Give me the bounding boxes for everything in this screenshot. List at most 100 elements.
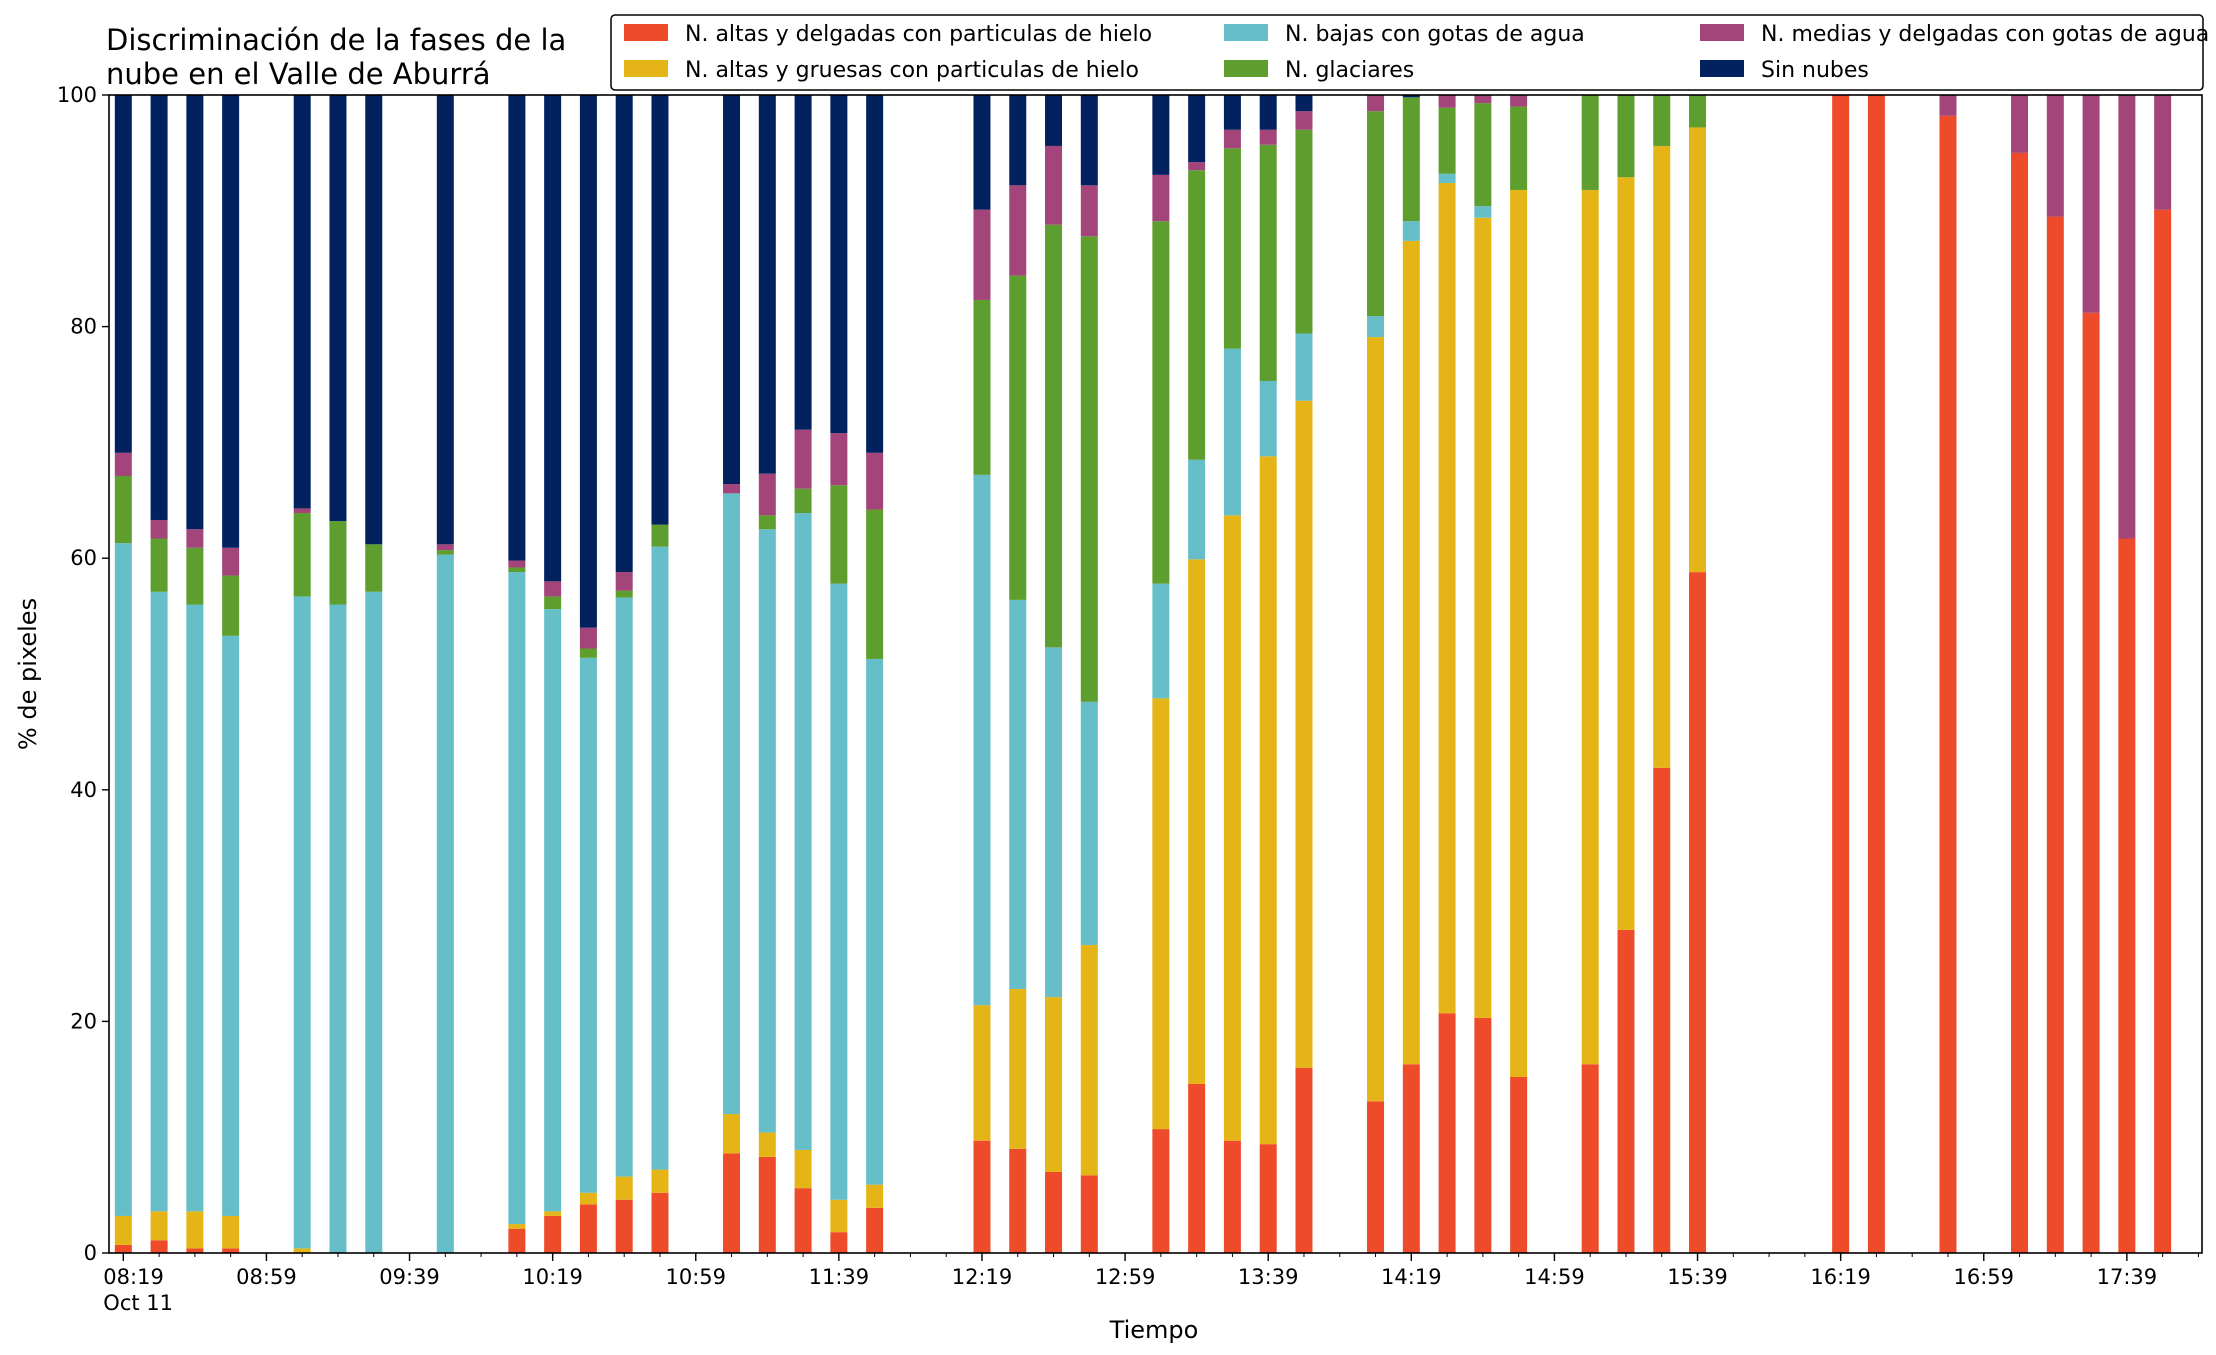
bar-segment: [1223, 1140, 1241, 1253]
bar-segment: [973, 1005, 991, 1141]
bar-segment: [579, 648, 597, 658]
bar-segment: [222, 1215, 240, 1249]
bar-segment: [1152, 174, 1170, 222]
bar-segment: [1689, 95, 1707, 128]
legend-swatch: [1700, 60, 1744, 77]
bar-segment: [758, 473, 776, 516]
bar-segment: [1152, 583, 1170, 699]
bar-segment: [508, 1224, 526, 1229]
bar-segment: [1045, 145, 1063, 225]
bar-segment: [723, 484, 741, 494]
bar-segment: [329, 95, 347, 522]
legend-label: N. altas y gruesas con particulas de hie…: [685, 58, 1139, 83]
bar-segment: [1295, 400, 1313, 1068]
bar-segment: [1653, 145, 1671, 768]
legend-label: N. bajas con gotas de agua: [1285, 22, 1585, 47]
bar-segment: [579, 95, 597, 628]
bar-segment: [830, 95, 848, 434]
bar-segment: [2082, 95, 2100, 313]
bar-segment: [1438, 173, 1456, 183]
x-tick-label: 11:39: [809, 1265, 870, 1289]
bar-segment: [723, 493, 741, 1115]
bar-segment: [1295, 129, 1313, 334]
bar-segment: [1402, 1064, 1420, 1253]
x-tick-label: 17:39: [2097, 1265, 2158, 1289]
y-tick-label: 40: [70, 778, 97, 802]
bar-segment: [544, 95, 562, 582]
bar-segment: [150, 591, 168, 1212]
bar-segment: [651, 546, 669, 1170]
bar-segment: [973, 209, 991, 300]
bar-segment: [866, 95, 884, 453]
bar-segment: [1474, 1017, 1492, 1253]
bar-segment: [1510, 1076, 1528, 1253]
bar-segment: [1009, 988, 1027, 1149]
x-tick-label: 08:59: [236, 1265, 297, 1289]
y-tick-label: 0: [84, 1241, 97, 1265]
legend-label: N. altas y delgadas con particulas de hi…: [685, 22, 1152, 47]
bar-segment: [1367, 95, 1385, 112]
bar-segment: [579, 657, 597, 1193]
bar-segment: [1009, 275, 1027, 600]
bar-segment: [758, 1156, 776, 1253]
bar-segment: [830, 433, 848, 486]
bar-segment: [1009, 1148, 1027, 1253]
bar-segment: [508, 567, 526, 573]
bar-segment: [1581, 1064, 1599, 1253]
bar-segment: [1080, 95, 1098, 186]
bar-segment: [544, 1211, 562, 1216]
bar-segment: [1653, 95, 1671, 146]
bar-segment: [1510, 189, 1528, 1077]
bar-segment: [114, 475, 132, 544]
bar-segment: [830, 1232, 848, 1253]
y-tick-label: 80: [70, 315, 97, 339]
bar-segment: [1617, 95, 1635, 178]
bar-segment: [1188, 95, 1206, 163]
bar-segment: [758, 95, 776, 474]
bar-segment: [1367, 316, 1385, 338]
bar-segment: [1295, 333, 1313, 401]
x-tick-label: 15:39: [1667, 1265, 1728, 1289]
bar-segment: [1832, 95, 1850, 1253]
chart-title-line-1: Discriminación de la fases de la: [106, 23, 566, 57]
plot-frame: [108, 94, 2203, 1254]
bar-segment: [1045, 1171, 1063, 1253]
bar-segment: [150, 1211, 168, 1241]
bar-segment: [1188, 1083, 1206, 1253]
bar-segment: [1689, 572, 1707, 1253]
bar-segment: [830, 485, 848, 584]
bar-segment: [293, 513, 311, 597]
bar-segment: [2046, 216, 2064, 1254]
bar-segment: [1080, 1175, 1098, 1253]
bar-segment: [508, 1228, 526, 1253]
bar-segment: [1259, 95, 1277, 130]
bar-segment: [508, 560, 526, 568]
bar-segment: [866, 1207, 884, 1253]
bar-segment: [114, 543, 132, 1216]
bar-segment: [1080, 701, 1098, 945]
bar-segment: [436, 544, 454, 551]
bar-segment: [1045, 647, 1063, 998]
bar-segment: [615, 590, 633, 598]
bar-segment: [293, 1248, 311, 1253]
bar-segment: [758, 1132, 776, 1157]
bar-segment: [973, 1140, 991, 1253]
bar-segment: [1939, 95, 1957, 116]
bar-segment: [186, 529, 204, 548]
bar-segment: [544, 1215, 562, 1253]
bar-segment: [1402, 95, 1420, 98]
bar-segment: [222, 575, 240, 636]
legend: N. altas y delgadas con particulas de hi…: [610, 14, 2209, 91]
bar-segment: [1510, 95, 1528, 107]
bar-segment: [508, 572, 526, 1225]
bar-segment: [651, 95, 669, 525]
bar-segment: [365, 544, 383, 592]
bar-segment: [973, 95, 991, 210]
bar-segment: [1295, 111, 1313, 130]
bar-segment: [830, 1199, 848, 1233]
x-tick-label: 12:19: [952, 1265, 1013, 1289]
bar-segment: [1188, 559, 1206, 1084]
bar-segment: [1402, 97, 1420, 222]
bar-segment: [2154, 95, 2172, 210]
bar-segment: [436, 554, 454, 1253]
